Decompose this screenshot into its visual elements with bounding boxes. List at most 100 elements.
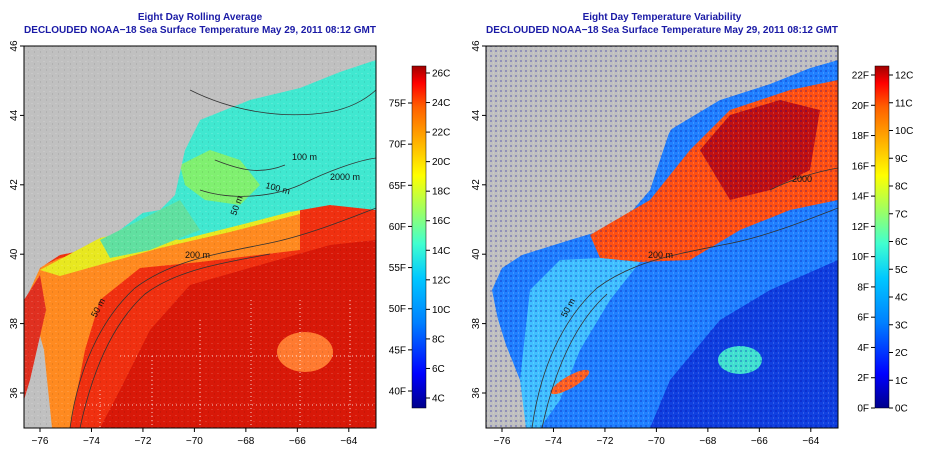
right-colorbar-c-label: 1C: [895, 376, 908, 387]
left-colorbar: [411, 65, 427, 409]
right-lon-tick-label: −66: [751, 436, 768, 447]
left-lat-tick-label: 40: [9, 248, 20, 260]
right-colorbar-c-label: 12C: [895, 71, 913, 82]
right-lon-tick-label: −64: [802, 436, 819, 447]
left-lat-axis: 36 38 40 42 44 46: [9, 40, 24, 399]
right-colorbar-celsius-labels: 12C 11C 10C 9C 8C 7C 6C 5C 4C 3C 2C 1C 0C: [889, 71, 913, 415]
left-bathymetry-contours: [69, 89, 376, 428]
right-colorbar-f-label: 22F: [852, 71, 869, 82]
left-colorbar-c-label: 16C: [432, 216, 450, 227]
left-map-field: 50 m 200 m 100 m 100 m 50 m 2000 m: [24, 46, 376, 428]
right-contour-label-3: 2000: [792, 174, 812, 184]
left-lon-tick-label: −64: [340, 436, 357, 447]
left-colorbar-c-label: 18C: [432, 187, 450, 198]
left-lon-tick-label: −68: [237, 436, 254, 447]
right-colorbar-c-label: 11C: [895, 98, 913, 109]
left-lon-tick-label: −66: [289, 436, 306, 447]
right-map-panel: Eight Day Temperature Variability DECLOU…: [470, 0, 950, 475]
left-lon-tick-label: −76: [32, 436, 49, 447]
right-lon-tick-label: −76: [494, 436, 511, 447]
left-colorbar-celsius-labels: 26C 24C 22C 20C 18C 16C 14C 12C 10C 8C 6C 4C: [426, 69, 450, 405]
right-colorbar-c-label: 9C: [895, 154, 908, 165]
right-lat-tick-label: 38: [471, 318, 482, 330]
right-colorbar-c-label: 5C: [895, 265, 908, 276]
right-colorbar-f-label: 12F: [852, 222, 869, 233]
left-colorbar-f-label: 50F: [389, 304, 406, 315]
left-lat-tick-label: 42: [9, 179, 20, 191]
right-lon-tick-label: −74: [545, 436, 562, 447]
left-map-title: Eight Day Rolling Average: [137, 12, 263, 23]
right-map-frame: [485, 45, 839, 429]
left-colorbar-c-label: 8C: [432, 334, 445, 345]
left-colorbar-c-label: 26C: [432, 69, 450, 80]
left-colorbar-f-label: 45F: [389, 345, 406, 356]
left-lat-tick-label: 36: [9, 387, 20, 399]
right-lat-tick-label: 44: [471, 109, 482, 121]
right-colorbar-c-label: 7C: [895, 209, 908, 220]
right-map-subtitle: DECLOUDED NOAA−18 Sea Surface Temperatur…: [486, 25, 838, 36]
left-contour-label-3: 100 m: [292, 152, 317, 162]
right-colorbar-c-label: 3C: [895, 320, 908, 331]
left-lon-tick-label: −74: [83, 436, 100, 447]
right-colorbar-f-label: 6F: [857, 313, 869, 324]
left-colorbar-c-label: 4C: [432, 394, 445, 405]
left-colorbar-c-label: 20C: [432, 157, 450, 168]
right-colorbar-f-label: 18F: [852, 131, 869, 142]
left-colorbar-c-label: 6C: [432, 364, 445, 375]
left-lon-axis: −76 −74 −72 −70 −68 −66 −64: [32, 428, 358, 447]
right-lon-tick-label: −70: [648, 436, 665, 447]
left-lon-tick-label: −72: [134, 436, 151, 447]
right-lat-tick-label: 36: [471, 387, 482, 399]
right-lat-tick-label: 46: [471, 40, 482, 52]
right-lon-tick-label: −72: [596, 436, 613, 447]
right-colorbar-fahrenheit-labels: 22F 20F 18F 16F 14F 12F 10F 8F 6F 4F 2F 0F: [852, 71, 875, 415]
left-lat-tick-label: 46: [9, 40, 20, 52]
right-colorbar-f-label: 10F: [852, 252, 869, 263]
left-colorbar-f-label: 75F: [389, 99, 406, 110]
right-colorbar-c-label: 4C: [895, 293, 908, 304]
left-colorbar-c-label: 24C: [432, 98, 450, 109]
right-colorbar-f-label: 0F: [857, 404, 869, 415]
left-colorbar-c-label: 10C: [432, 305, 450, 316]
left-lon-tick-label: −70: [186, 436, 203, 447]
left-lat-tick-label: 38: [9, 318, 20, 330]
right-map-field: 200 m 50 m 2000: [486, 46, 838, 428]
right-lon-tick-label: −68: [699, 436, 716, 447]
right-colorbar-f-label: 20F: [852, 101, 869, 112]
left-colorbar-fahrenheit-labels: 75F 70F 65F 60F 55F 50F 45F 40F: [389, 99, 412, 398]
right-colorbar-c-label: 6C: [895, 237, 908, 248]
left-map-frame: [23, 45, 377, 429]
left-map-subtitle: DECLOUDED NOAA−18 Sea Surface Temperatur…: [24, 25, 376, 36]
left-colorbar-c-label: 12C: [432, 275, 450, 286]
right-lat-axis: 36 38 40 42 44 46: [471, 40, 486, 399]
right-colorbar-f-label: 8F: [857, 282, 869, 293]
right-colorbar-f-label: 16F: [852, 161, 869, 172]
right-map-title: Eight Day Temperature Variability: [582, 12, 742, 23]
right-lon-axis: −76 −74 −72 −70 −68 −66 −64: [494, 428, 820, 447]
right-lat-tick-label: 42: [471, 179, 482, 191]
right-colorbar-c-label: 10C: [895, 126, 913, 137]
right-colorbar-f-label: 4F: [857, 343, 869, 354]
right-colorbar: [874, 65, 890, 409]
left-map-figure: 50 m 200 m 100 m 100 m 50 m 2000 m −76 −7…: [9, 40, 450, 447]
left-colorbar-f-label: 60F: [389, 222, 406, 233]
right-colorbar-f-label: 2F: [857, 373, 869, 384]
right-map-figure: 200 m 50 m 2000 −76 −74 −72 −70 −68 −66 −64 36…: [471, 40, 913, 447]
left-map-panel: Eight Day Rolling Average DECLOUDED NOAA…: [0, 0, 470, 475]
left-lat-tick-label: 44: [9, 109, 20, 121]
left-grid: [80, 300, 376, 428]
left-contour-label-6: 2000 m: [330, 172, 360, 182]
left-colorbar-f-label: 65F: [389, 181, 406, 192]
right-colorbar-c-label: 2C: [895, 348, 908, 359]
right-colorbar-c-label: 0C: [895, 404, 908, 415]
left-colorbar-c-label: 14C: [432, 246, 450, 257]
left-contour-label-2: 200 m: [185, 250, 210, 260]
left-colorbar-c-label: 22C: [432, 128, 450, 139]
left-colorbar-f-label: 70F: [389, 140, 406, 151]
right-lat-tick-label: 40: [471, 248, 482, 260]
right-colorbar-f-label: 14F: [852, 192, 869, 203]
right-contour-label-1: 200 m: [648, 250, 673, 260]
left-colorbar-f-label: 55F: [389, 263, 406, 274]
right-colorbar-c-label: 8C: [895, 182, 908, 193]
right-bathymetry-contours: [531, 167, 838, 428]
